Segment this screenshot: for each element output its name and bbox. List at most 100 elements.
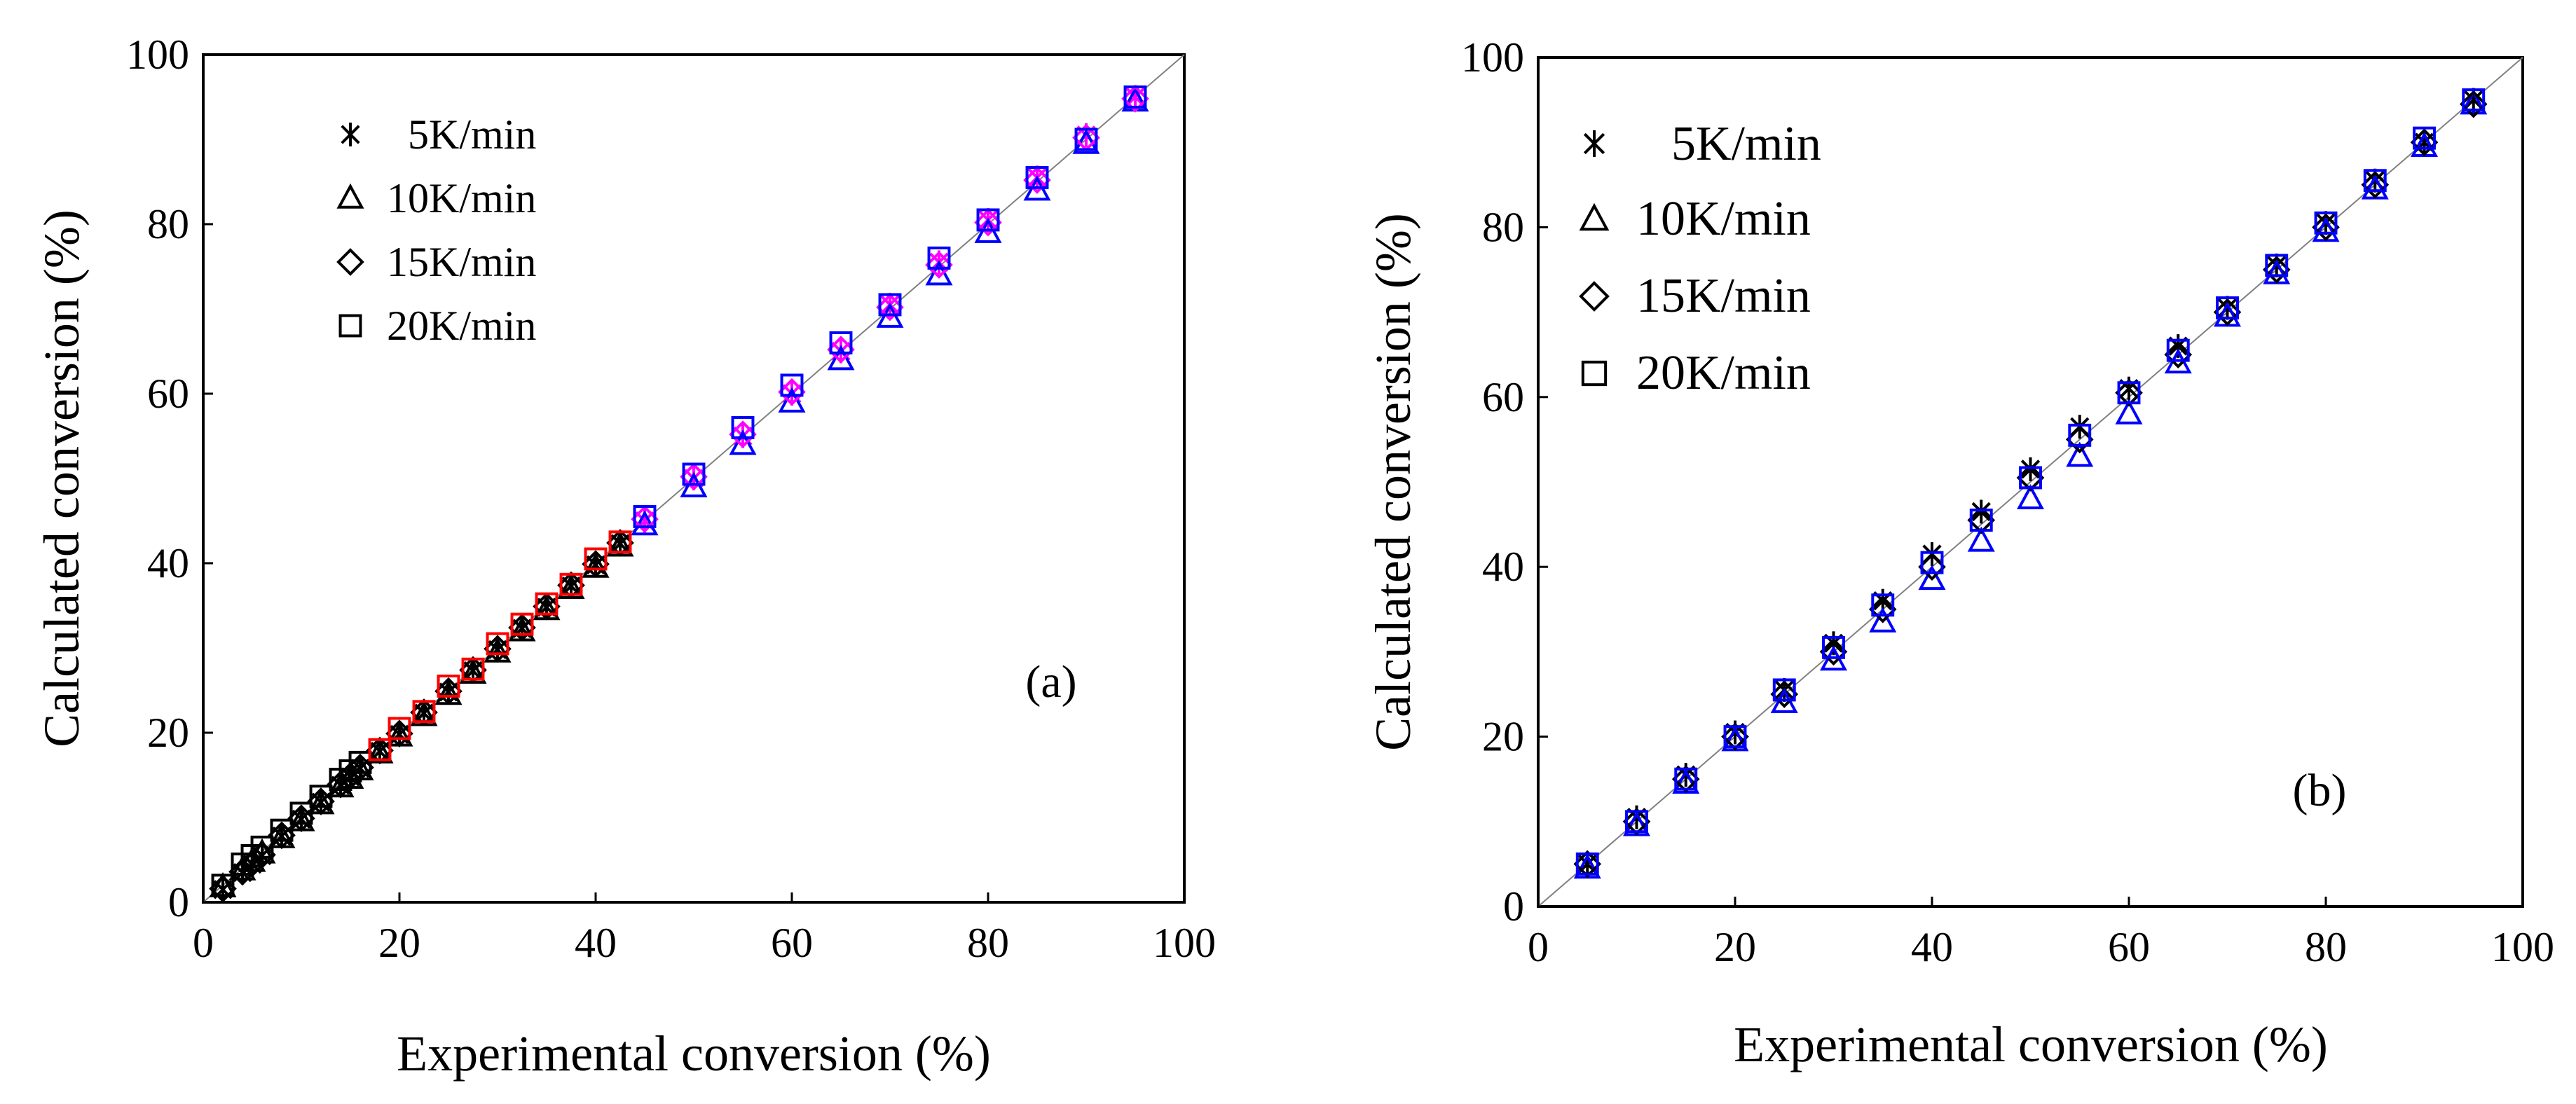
data-point xyxy=(827,336,855,364)
data-point xyxy=(250,835,274,859)
data-point xyxy=(827,345,855,371)
data-point xyxy=(606,529,634,557)
y-tick-label: 20 xyxy=(1482,714,1524,760)
data-point xyxy=(412,700,436,724)
data-point xyxy=(927,246,951,270)
x-tick-label: 40 xyxy=(1911,924,1953,970)
data-point xyxy=(1822,635,1845,659)
data-point xyxy=(1920,551,1944,574)
data-point xyxy=(582,550,610,579)
data-point xyxy=(410,698,438,726)
y-ticks-b: 0 20 40 60 80 100 xyxy=(1461,34,1548,930)
legend-b-item-15k: 15K/min xyxy=(1636,269,1811,323)
data-point xyxy=(2020,457,2041,481)
data-point xyxy=(1967,506,1996,534)
y-tick-label: 40 xyxy=(147,540,189,586)
y-tick-label: 0 xyxy=(1503,883,1524,930)
data-point xyxy=(778,378,806,406)
data-point xyxy=(2363,169,2387,193)
data-point xyxy=(2115,399,2143,425)
data-marks-a xyxy=(209,85,1149,903)
data-point xyxy=(976,208,1000,232)
data-point xyxy=(2262,256,2291,284)
x-tick-label: 60 xyxy=(771,920,813,966)
data-point xyxy=(1674,767,1698,791)
data-point xyxy=(559,572,583,596)
data-point xyxy=(608,530,632,554)
data-point xyxy=(510,612,534,636)
data-point xyxy=(1969,509,1993,532)
data-point xyxy=(366,736,394,765)
x-ticks-a: 0 20 40 60 80 100 xyxy=(193,892,1216,966)
data-point xyxy=(2166,338,2190,362)
data-point xyxy=(211,874,235,897)
y-ticks-a: 0 20 40 60 80 100 xyxy=(126,32,213,925)
data-point xyxy=(974,208,1002,237)
data-point xyxy=(2265,254,2289,277)
reference-line-b xyxy=(1537,57,2523,907)
data-point xyxy=(2016,464,2045,492)
data-point xyxy=(1671,765,1700,794)
data-marks-b xyxy=(1573,88,2488,879)
data-point xyxy=(925,251,953,279)
x-ticks-b: 0 20 40 60 80 100 xyxy=(1528,897,2554,970)
y-tick-label: 80 xyxy=(147,201,189,247)
data-point xyxy=(1967,526,1995,552)
data-point xyxy=(2216,296,2239,319)
x-tick-label: 20 xyxy=(1714,924,1756,970)
data-point xyxy=(2213,298,2242,326)
x-tick-label: 80 xyxy=(2305,924,2347,970)
y-tick-label: 0 xyxy=(168,879,189,925)
y-tick-label: 60 xyxy=(147,371,189,417)
data-point xyxy=(309,785,333,808)
data-point xyxy=(682,462,706,486)
data-point xyxy=(533,592,561,621)
data-point xyxy=(2410,128,2439,157)
data-point xyxy=(729,429,757,455)
data-point xyxy=(270,818,294,842)
data-point xyxy=(2066,441,2094,467)
legend-b-item-20k: 20K/min xyxy=(1636,346,1811,400)
data-point xyxy=(633,505,657,528)
data-point xyxy=(461,657,485,681)
x-tick-label: 100 xyxy=(2491,924,2554,970)
data-point xyxy=(2413,126,2436,150)
data-point xyxy=(486,632,509,656)
data-point xyxy=(2314,211,2338,235)
data-point xyxy=(680,462,708,491)
y-axis-label-b: Calculated conversion (%) xyxy=(1365,213,1421,751)
data-point xyxy=(731,415,755,439)
legend-a-markers xyxy=(336,123,364,338)
legend-a-item-15k: 15K/min xyxy=(387,239,536,285)
data-point xyxy=(2164,340,2193,369)
data-point xyxy=(1770,680,1799,708)
data-point xyxy=(2065,425,2094,454)
data-point xyxy=(584,547,608,571)
data-point xyxy=(1625,810,1648,834)
plot-area-b xyxy=(1537,56,2524,908)
legend-marker-asterisk xyxy=(1583,130,1605,157)
plot-area-a xyxy=(202,53,1186,904)
legend-a: 5K/min 10K/min 15K/min 20K/min xyxy=(336,111,536,349)
data-point xyxy=(1918,565,1946,591)
x-tick-label: 20 xyxy=(378,920,420,966)
legend-marker-asterisk xyxy=(341,123,360,146)
data-point xyxy=(2462,88,2486,112)
data-point xyxy=(228,855,256,881)
y-tick-label: 20 xyxy=(147,710,189,756)
data-point xyxy=(878,293,902,317)
data-point xyxy=(484,635,512,663)
data-point xyxy=(434,677,463,705)
y-axis-label-a: Calculated conversion (%) xyxy=(34,209,90,747)
data-point xyxy=(2459,90,2488,118)
data-point xyxy=(307,787,335,815)
data-point xyxy=(1074,127,1098,151)
data-point xyxy=(1622,807,1651,836)
data-point xyxy=(1721,722,1749,751)
data-point xyxy=(1772,678,1796,702)
legend-a-item-10k: 10K/min xyxy=(387,175,536,221)
legend-marker-triangle xyxy=(1579,202,1610,231)
legend-marker-square xyxy=(1581,360,1608,387)
data-point xyxy=(1723,725,1747,749)
